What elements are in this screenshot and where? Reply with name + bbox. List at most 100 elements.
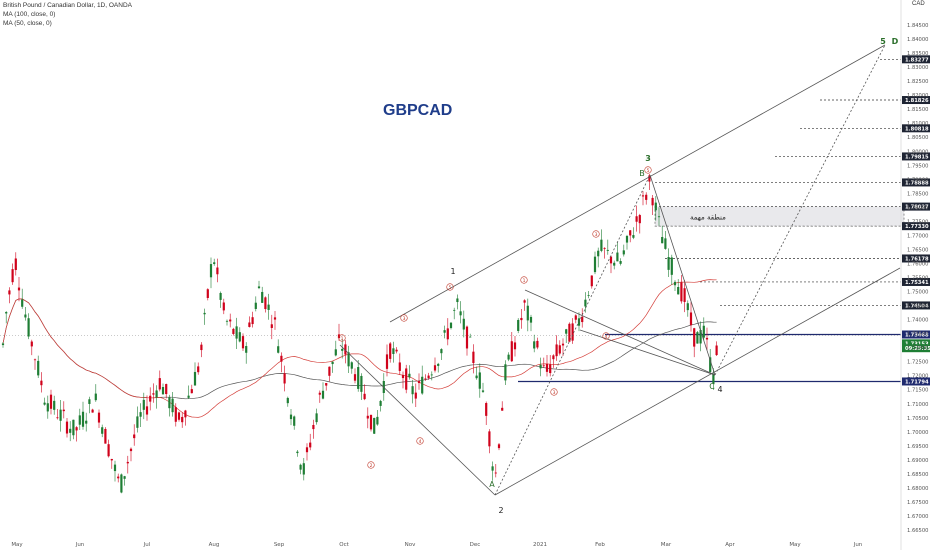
candle-body — [561, 343, 565, 346]
candle-body — [293, 416, 296, 426]
candle-body — [392, 348, 395, 355]
ma50-legend: MA (50, close, 0) — [3, 20, 52, 27]
candle-body — [363, 393, 366, 400]
candle-body — [120, 474, 123, 493]
candle-body — [158, 378, 161, 390]
candle-body — [193, 371, 197, 386]
candle-body — [213, 262, 216, 265]
candle-body — [235, 326, 238, 339]
candle-body — [107, 444, 110, 457]
candle-body — [702, 325, 705, 338]
candle-body — [440, 349, 443, 354]
y-tick-label: 1.76000 — [907, 261, 928, 267]
circled-label: 5 — [449, 285, 452, 291]
candle-body — [398, 362, 401, 371]
price-badge — [902, 339, 930, 348]
x-tick-label: Mar — [661, 542, 672, 548]
y-tick-label: 1.78500 — [907, 191, 928, 197]
x-a-leg — [524, 289, 716, 376]
candle-body — [549, 364, 552, 374]
y-tick-label: 1.75500 — [907, 276, 928, 282]
candle-body — [472, 351, 475, 364]
candle-body — [533, 341, 536, 349]
y-tick-label: 1.84500 — [907, 23, 928, 29]
candle-body — [56, 417, 59, 419]
candle-body — [574, 315, 577, 320]
candle-body — [545, 363, 549, 372]
price-badge-label: 1.74504 — [905, 303, 929, 309]
candle-body — [177, 412, 181, 420]
candle-body — [651, 197, 654, 206]
candle-body — [248, 322, 251, 327]
candle-body — [203, 312, 206, 315]
candle-body — [222, 302, 225, 311]
candle-body — [200, 344, 203, 351]
y-tick-label: 1.84000 — [907, 37, 928, 43]
candle-body — [165, 384, 168, 395]
candle-body — [376, 416, 379, 425]
price-badge — [902, 96, 930, 105]
candle-body — [712, 373, 715, 384]
price-badge — [902, 301, 930, 310]
candle-body — [555, 344, 558, 357]
candle-body — [606, 249, 609, 251]
important-zone — [654, 206, 905, 227]
candle-body — [315, 413, 318, 423]
y-tick-label: 1.79000 — [907, 177, 928, 183]
candle-body — [478, 372, 481, 389]
y-tick-label: 1.79500 — [907, 163, 928, 169]
candle-body — [565, 329, 568, 334]
price-badge-label: 09:25:35 — [905, 346, 931, 352]
candle-body — [481, 390, 485, 392]
candle-body — [241, 336, 245, 349]
price-badge-label: 1.79815 — [905, 154, 929, 160]
candle-body — [683, 288, 686, 302]
candle-body — [33, 359, 37, 361]
candle-body — [104, 428, 107, 444]
x-tick-label: Jun — [853, 542, 863, 548]
candle-body — [280, 355, 283, 362]
candle-body — [497, 444, 501, 449]
price-badge — [902, 55, 930, 64]
candle-body — [449, 322, 453, 329]
candle-body — [517, 319, 520, 331]
candle-body — [27, 318, 30, 337]
candle-body — [625, 235, 629, 243]
candle-body — [302, 463, 305, 475]
candle-body — [552, 355, 555, 360]
bc-leg — [649, 174, 716, 376]
candle-body — [568, 323, 571, 342]
candle-body — [389, 343, 392, 359]
candle-body — [609, 256, 613, 264]
circled-label: 5 — [647, 168, 650, 174]
candle-body — [59, 409, 62, 421]
circled-label-ring — [644, 166, 652, 174]
candle-body — [216, 267, 219, 275]
y-tick-label: 1.74000 — [907, 318, 928, 324]
cd-dotted-leg — [714, 44, 886, 376]
y-tick-label: 1.66500 — [907, 528, 928, 534]
candle-body — [161, 386, 165, 395]
y-tick-label: 1.77000 — [907, 233, 928, 239]
candle-body — [21, 299, 24, 307]
candle-body — [408, 373, 411, 378]
candle-body — [261, 291, 264, 303]
candle-body — [24, 314, 27, 318]
candle-body — [14, 258, 17, 271]
candle-body — [401, 374, 405, 379]
candle-body — [542, 365, 545, 367]
candle-body — [81, 411, 85, 427]
candle-body — [433, 365, 437, 371]
candle-body — [341, 348, 344, 351]
upper-channel-line — [389, 44, 886, 323]
candle-body — [430, 374, 433, 376]
wave-label-1: 1 — [450, 267, 455, 276]
x-tick-label: Nov — [405, 542, 416, 548]
candle-body — [465, 326, 469, 349]
candle-body — [270, 324, 273, 328]
candle-body — [667, 257, 670, 270]
candle-body — [69, 428, 72, 433]
candle-body — [686, 303, 689, 311]
